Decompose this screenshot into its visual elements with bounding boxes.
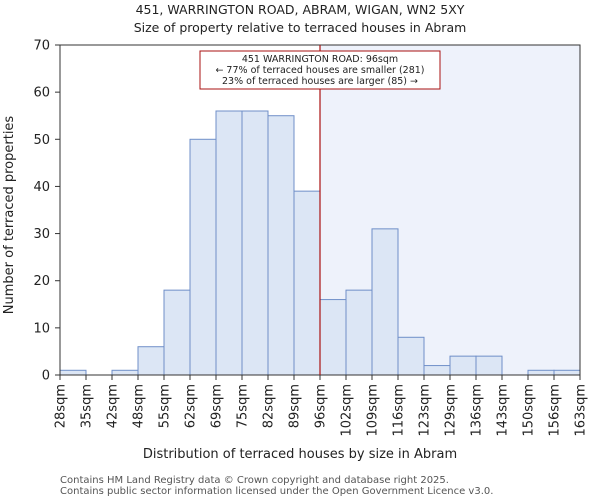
x-tick-label: 42sqm [106, 384, 121, 428]
bar-109sqm [371, 228, 399, 376]
y-tick-label: 40 [33, 180, 50, 195]
bar-28sqm [59, 369, 87, 376]
y-tick-label: 70 [33, 39, 50, 54]
bar-156sqm [553, 369, 581, 376]
x-tick-label: 28sqm [54, 384, 69, 428]
x-tick-label: 116sqm [392, 384, 407, 437]
bar-82sqm [267, 115, 295, 376]
x-axis-label: Distribution of terraced houses by size … [143, 447, 457, 462]
x-tick-label: 163sqm [574, 384, 589, 437]
annotation-line-1: 451 WARRINGTON ROAD: 96sqm [242, 54, 398, 65]
x-tick-label: 143sqm [496, 384, 511, 437]
x-tick-label: 75sqm [236, 384, 251, 428]
x-tick-label: 96sqm [314, 384, 329, 428]
footer-line-2: Contains public sector information licen… [60, 486, 493, 497]
bar-62sqm [189, 138, 217, 376]
x-tick-label: 156sqm [548, 384, 563, 437]
x-tick-label: 123sqm [418, 384, 433, 437]
bar-42sqm [111, 369, 139, 376]
annotation-frame [199, 50, 441, 90]
annotation-box: 451 WARRINGTON ROAD: 96sqm ← 77% of terr… [199, 50, 441, 90]
x-tick-label: 150sqm [522, 384, 537, 437]
bar-96sqm [319, 299, 347, 376]
x-tick-label: 48sqm [132, 384, 147, 428]
bar-102sqm [345, 289, 373, 376]
footer-line-1: Contains HM Land Registry data © Crown c… [60, 475, 449, 486]
y-tick-label: 50 [33, 133, 50, 148]
chart-subtitle: Size of property relative to terraced ho… [134, 20, 467, 35]
annotation-line-3: 23% of terraced houses are larger (85) → [222, 76, 418, 87]
y-tick-label: 20 [33, 274, 50, 289]
x-tick-label: 35sqm [80, 384, 95, 428]
y-tick-label: 0 [42, 369, 50, 384]
bar-150sqm [527, 369, 555, 376]
x-tick-label: 62sqm [184, 384, 199, 428]
bar-89sqm [293, 190, 321, 376]
bar-129sqm [449, 355, 477, 376]
annotation-line-2: ← 77% of terraced houses are smaller (28… [215, 65, 424, 76]
x-axis-ticks: 28sqm 35sqm 42sqm 48sqm 55sqm 62sqm 69sqm 75sqm… [54, 375, 589, 437]
bar-123sqm [423, 365, 451, 376]
bar-48sqm [137, 346, 165, 376]
chart-title: 451, WARRINGTON ROAD, ABRAM, WIGAN, WN2 … [136, 2, 465, 17]
bar-75sqm [241, 110, 269, 376]
x-tick-label: 69sqm [210, 384, 225, 428]
y-axis-ticks: 0 10 20 30 40 50 60 70 [33, 39, 60, 384]
x-tick-label: 136sqm [470, 384, 485, 437]
x-tick-label: 89sqm [288, 384, 303, 428]
bar-69sqm [215, 110, 243, 376]
x-tick-label: 55sqm [158, 384, 173, 428]
bar-136sqm [475, 355, 503, 376]
y-tick-label: 60 [33, 86, 50, 101]
bar-55sqm [163, 289, 191, 376]
x-tick-label: 82sqm [262, 384, 277, 428]
x-tick-label: 109sqm [366, 384, 381, 437]
y-tick-label: 30 [33, 227, 50, 242]
y-axis-label: Number of terraced properties [2, 116, 17, 315]
bar-116sqm [397, 336, 425, 376]
x-tick-label: 102sqm [340, 384, 355, 437]
y-tick-label: 10 [33, 321, 50, 336]
x-tick-label: 129sqm [444, 384, 459, 437]
